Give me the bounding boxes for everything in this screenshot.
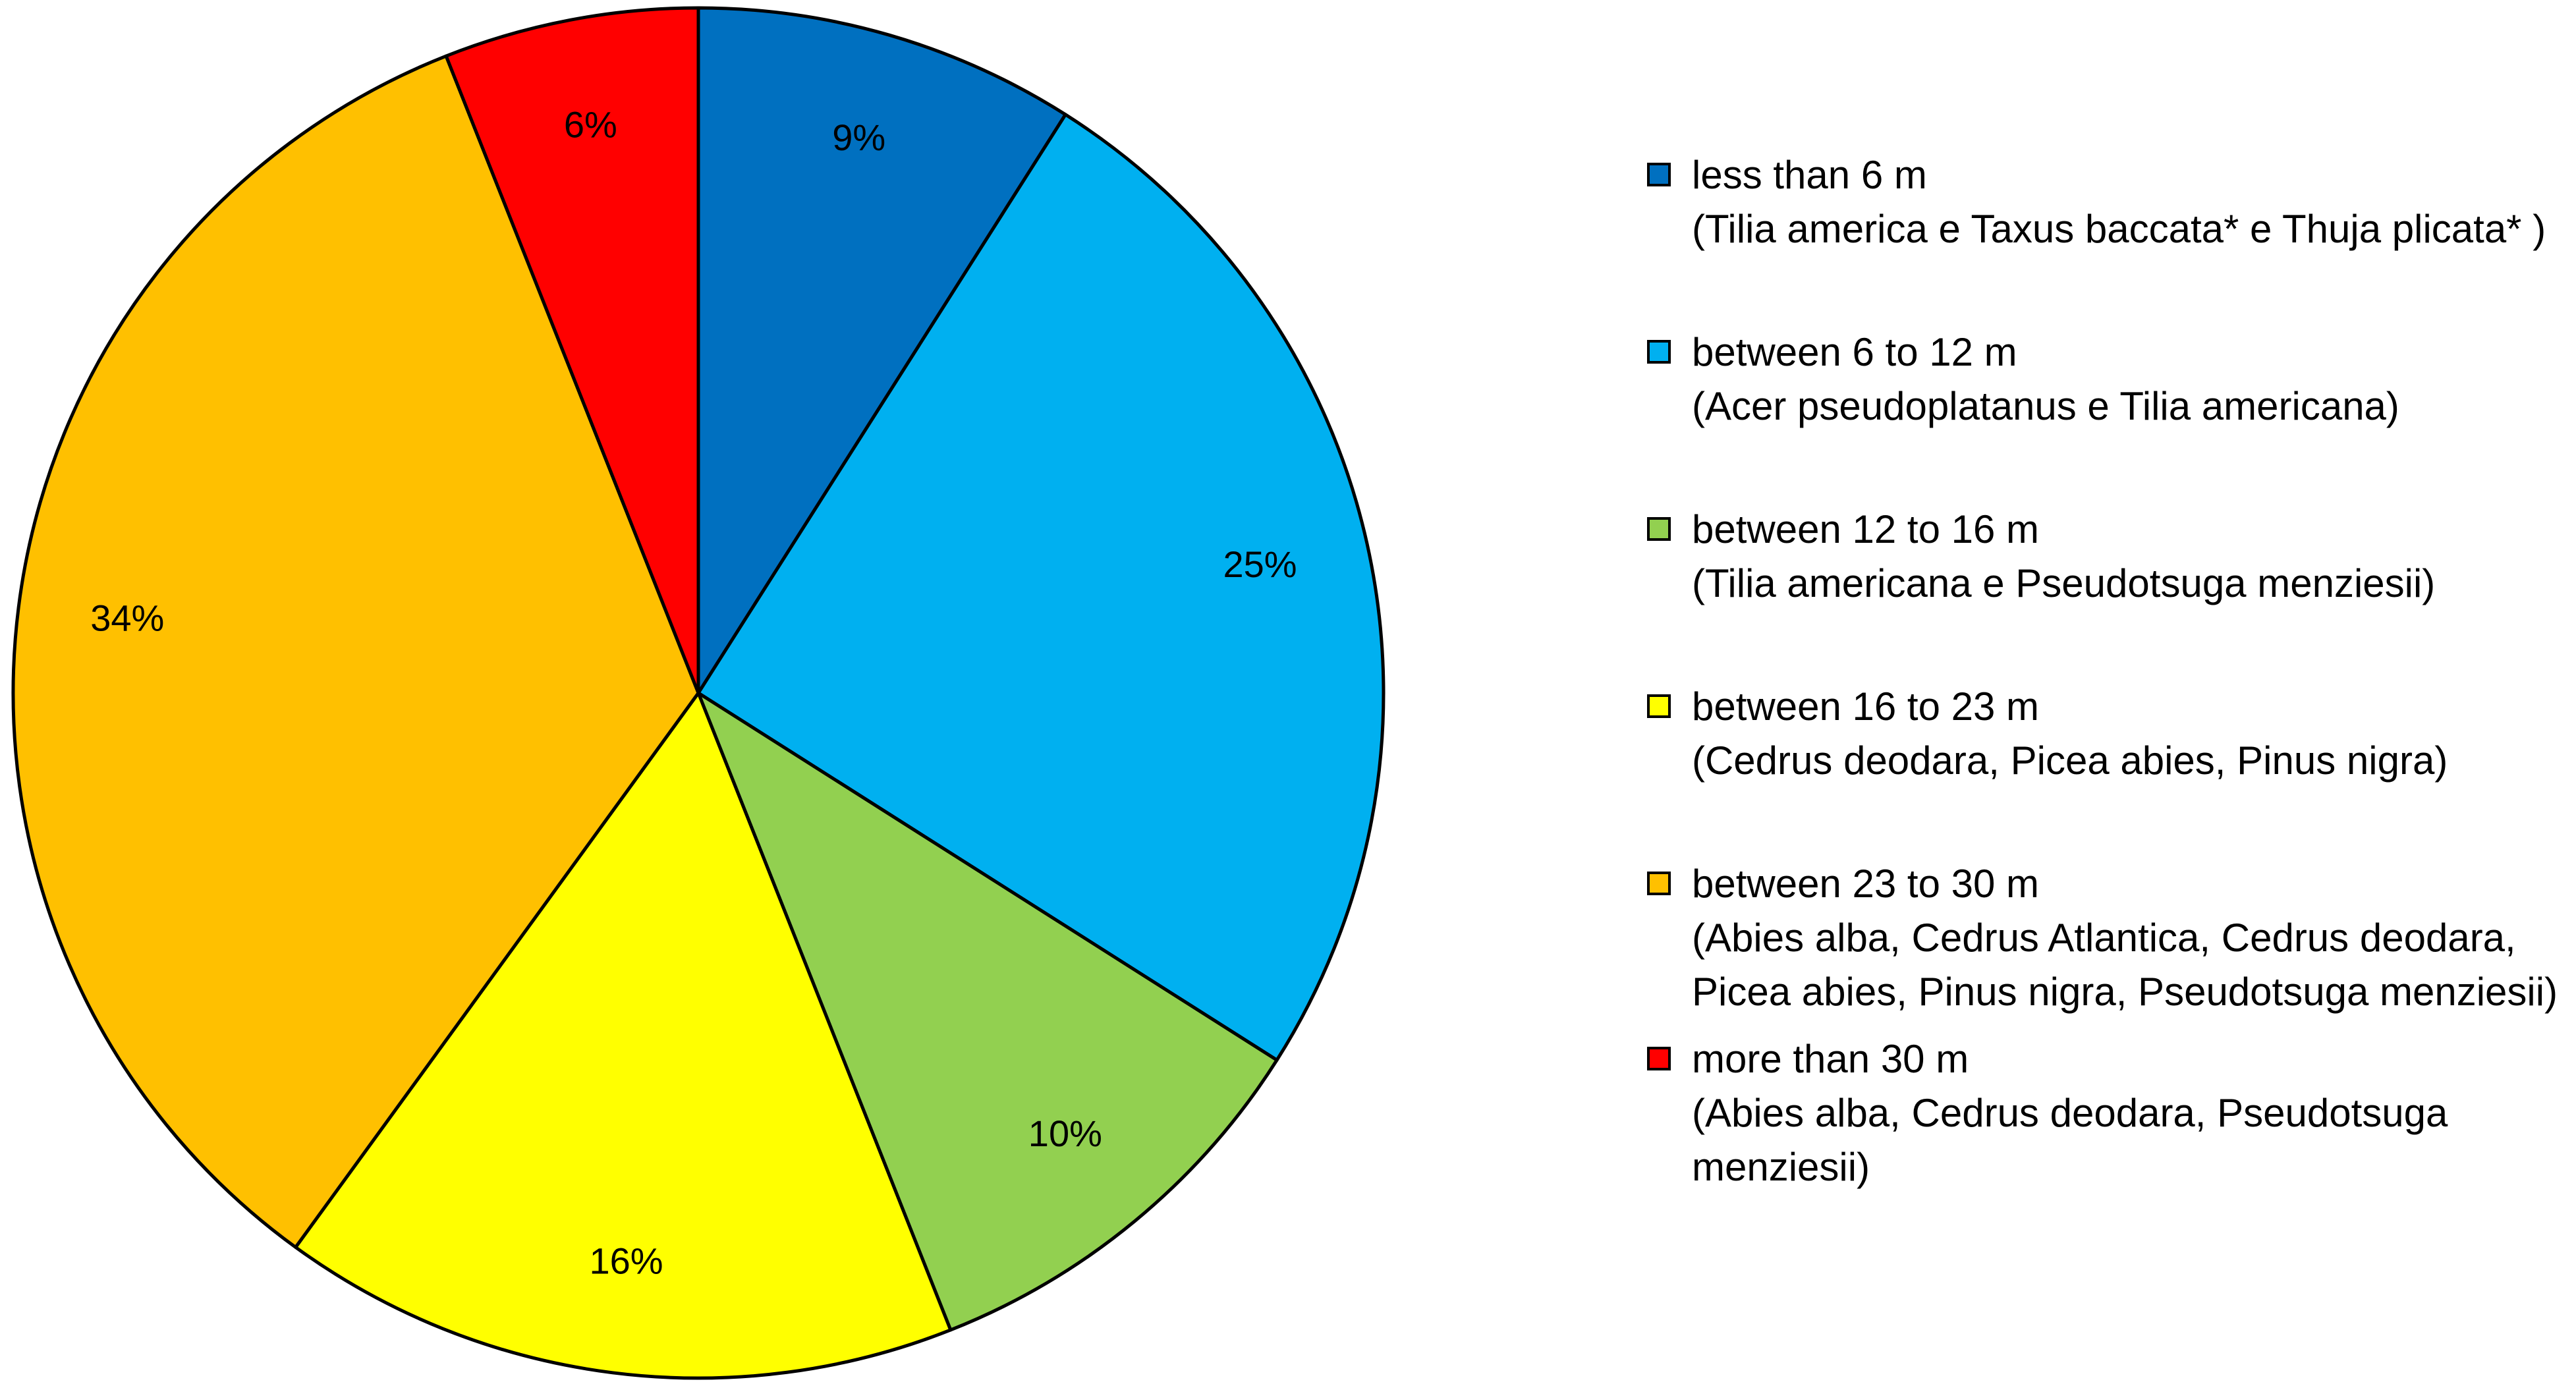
legend-swatch-2 bbox=[1647, 340, 1671, 364]
pie-slice-3 bbox=[696, 691, 1279, 1332]
legend-swatch-1 bbox=[1647, 163, 1671, 186]
legend-swatch-6 bbox=[1647, 1047, 1671, 1070]
legend: less than 6 m (Tilia america e Taxus bacc… bbox=[1647, 148, 2569, 1194]
legend-swatch-4 bbox=[1647, 694, 1671, 718]
legend-label-1: less than 6 m bbox=[1692, 153, 1927, 197]
legend-entry-4: between 16 to 23 m (Cedrus deodara, Picea… bbox=[1647, 680, 2569, 788]
pie-slice-label-2: 25% bbox=[1223, 543, 1297, 585]
pie-slice-1 bbox=[696, 6, 1067, 695]
legend-label-5: between 23 to 30 m bbox=[1692, 862, 2040, 906]
legend-entry-1: less than 6 m (Tilia america e Taxus bacc… bbox=[1647, 148, 2569, 256]
legend-species-4: (Cedrus deodara, Picea abies, Pinus nigr… bbox=[1692, 738, 2448, 783]
legend-label-6: more than 30 m bbox=[1692, 1037, 1969, 1081]
legend-species-6: (Abies alba, Cedrus deodara, Pseudotsuga… bbox=[1692, 1091, 2448, 1189]
pie-slice-label-3: 10% bbox=[1028, 1113, 1102, 1154]
legend-swatch-5 bbox=[1647, 872, 1671, 895]
pie-slice-2 bbox=[696, 113, 1386, 1062]
legend-label-4: between 16 to 23 m bbox=[1692, 684, 2040, 729]
legend-species-5: (Abies alba, Cedrus Atlantica, Cedrus de… bbox=[1692, 916, 2558, 1014]
pie-slice-4 bbox=[294, 691, 953, 1380]
pie-slice-label-5: 34% bbox=[90, 597, 164, 638]
legend-label-2: between 6 to 12 m bbox=[1692, 330, 2017, 374]
pie-slice-6 bbox=[444, 6, 700, 695]
legend-entry-6: more than 30 m (Abies alba, Cedrus deodar… bbox=[1647, 1032, 2569, 1194]
legend-label-3: between 12 to 16 m bbox=[1692, 507, 2040, 551]
legend-swatch-3 bbox=[1647, 517, 1671, 541]
legend-entry-3: between 12 to 16 m (Tilia americana e Pse… bbox=[1647, 503, 2569, 611]
legend-species-1: (Tilia america e Taxus baccata* e Thuja … bbox=[1692, 207, 2546, 251]
legend-species-3: (Tilia americana e Pseudotsuga menziesii… bbox=[1692, 561, 2436, 605]
pie-slice-labels: 9% 25% 10% 16% 34% 6% bbox=[90, 104, 1297, 1282]
pie-slice-label-4: 16% bbox=[589, 1240, 663, 1282]
pie-slice-label-6: 6% bbox=[564, 104, 617, 146]
pie-slice-5 bbox=[11, 54, 700, 1249]
legend-species-2: (Acer pseudoplatanus e Tilia americana) bbox=[1692, 384, 2399, 428]
pie-slice-label-1: 9% bbox=[832, 117, 885, 158]
legend-entry-5: between 23 to 30 m (Abies alba, Cedrus At… bbox=[1647, 857, 2569, 1019]
legend-entry-2: between 6 to 12 m (Acer pseudoplatanus e … bbox=[1647, 325, 2569, 433]
pie-slices bbox=[11, 6, 1386, 1380]
